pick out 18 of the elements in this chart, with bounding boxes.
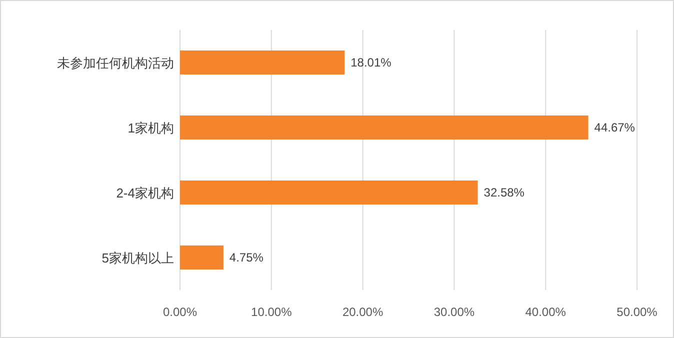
y-tick-label: 2-4家机构 bbox=[116, 186, 174, 200]
x-tick-label: 40.00% bbox=[525, 305, 566, 319]
x-tick-label: 50.00% bbox=[616, 305, 658, 319]
data-label: 18.01% bbox=[350, 56, 392, 70]
data-label: 32.58% bbox=[484, 186, 525, 200]
y-tick-label: 未参加任何机构活动 bbox=[57, 56, 174, 70]
bar bbox=[180, 245, 224, 270]
x-tick-label: 20.00% bbox=[342, 305, 384, 319]
x-tick-label: 0.00% bbox=[162, 305, 198, 319]
x-tick-label: 10.00% bbox=[251, 305, 292, 319]
data-label: 44.67% bbox=[594, 120, 636, 134]
bar bbox=[180, 180, 478, 205]
y-tick-label: 1家机构 bbox=[128, 120, 174, 136]
x-tick-label: 30.00% bbox=[434, 305, 475, 319]
y-tick-label: 5家机构以上 bbox=[102, 250, 174, 266]
bar bbox=[180, 115, 588, 140]
data-label: 4.75% bbox=[229, 250, 264, 264]
bar bbox=[180, 50, 345, 75]
